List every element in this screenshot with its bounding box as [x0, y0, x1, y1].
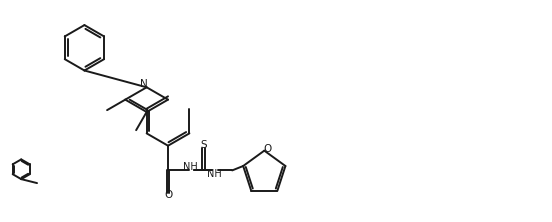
Text: NH: NH	[207, 169, 221, 179]
Text: S: S	[200, 140, 206, 151]
Text: O: O	[164, 190, 172, 200]
Text: N: N	[140, 79, 147, 89]
Text: NH: NH	[183, 163, 198, 172]
Text: O: O	[263, 144, 272, 154]
